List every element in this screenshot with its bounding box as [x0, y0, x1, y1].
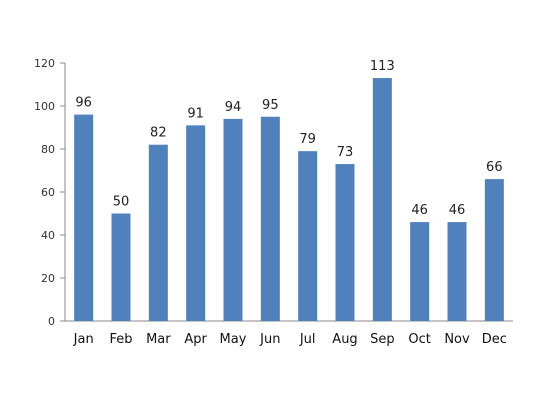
y-tick-label: 40 — [41, 229, 55, 242]
bar-may — [223, 118, 243, 322]
y-axis: 0 20 40 60 80 100 120 — [34, 57, 66, 328]
x-tick-label: Jul — [299, 332, 316, 347]
y-tick-label: 80 — [41, 143, 55, 156]
x-tick-label: Jun — [259, 332, 280, 347]
bar-jan — [74, 114, 94, 321]
y-tick-label: 0 — [48, 315, 55, 328]
bar-nov — [447, 222, 467, 321]
data-label: 46 — [411, 203, 428, 218]
data-labels: 96 50 82 91 94 95 79 73 113 46 46 66 — [75, 59, 502, 218]
data-label: 73 — [337, 145, 354, 160]
x-tick-label: Jan — [73, 332, 94, 347]
data-label: 82 — [150, 126, 167, 141]
y-tick-label: 100 — [34, 100, 55, 113]
bar-mar — [148, 144, 168, 321]
x-tick-label: Dec — [482, 332, 507, 347]
data-label: 96 — [75, 96, 92, 111]
bar-dec — [484, 179, 504, 321]
data-label: 91 — [187, 106, 204, 121]
x-tick-label: Sep — [370, 332, 395, 347]
data-label: 46 — [449, 203, 466, 218]
bar-sep — [372, 78, 392, 321]
bars — [74, 78, 504, 322]
data-label: 79 — [299, 132, 316, 147]
x-tick-label: Feb — [109, 332, 132, 347]
data-label: 50 — [113, 195, 130, 210]
bar-oct — [410, 222, 430, 321]
bar-jul — [298, 151, 318, 321]
x-tick-label: Apr — [184, 332, 207, 347]
bar-feb — [111, 213, 131, 321]
y-tick-label: 60 — [41, 186, 55, 199]
y-tick-label: 20 — [41, 272, 55, 285]
x-axis: Jan Feb Mar Apr May Jun Jul Aug Sep Oct Nov Dec — [65, 320, 513, 347]
y-tick-label: 120 — [34, 57, 55, 70]
data-label: 113 — [370, 59, 395, 74]
bar-aug — [335, 164, 355, 321]
bar-jun — [260, 116, 280, 321]
x-tick-label: Nov — [444, 332, 470, 347]
x-tick-label: Mar — [146, 332, 171, 347]
bar-apr — [186, 125, 206, 321]
data-label: 66 — [486, 160, 503, 175]
x-tick-label: May — [220, 332, 247, 347]
data-label: 95 — [262, 98, 279, 113]
x-tick-label: Aug — [332, 332, 357, 347]
x-tick-label: Oct — [408, 332, 430, 347]
data-label: 94 — [225, 100, 242, 115]
